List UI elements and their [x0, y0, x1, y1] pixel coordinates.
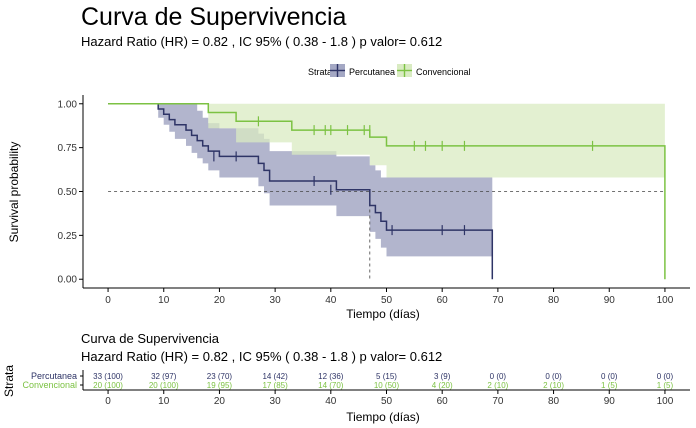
- risk-cell-percutanea: 0 (0): [490, 372, 507, 381]
- x-tick-label: 10: [158, 295, 170, 306]
- risk-table-y-label: Strata: [2, 365, 16, 397]
- risk-cell-convencional: 14 (70): [318, 381, 344, 390]
- risk-table-subtitle: Hazard Ratio (HR) = 0.82 , IC 95% ( 0.38…: [81, 349, 443, 364]
- y-tick-label: 0.00: [58, 275, 78, 286]
- y-tick-label: 0.75: [58, 143, 78, 154]
- risk-x-tick-label: 10: [158, 396, 170, 407]
- x-tick-label: 80: [548, 295, 560, 306]
- risk-table-title: Curva de Supervivencia: [81, 331, 220, 346]
- risk-x-tick-label: 30: [270, 396, 282, 407]
- survival-plot: 0.00 0.25 0.50 0.75 1.00 0 10 20 30 40 50 60 70 80 90 1…: [58, 95, 690, 306]
- risk-x-tick-label: 20: [214, 396, 226, 407]
- risk-cell-convencional: 17 (85): [262, 381, 288, 390]
- y-tick-label: 0.50: [58, 187, 78, 198]
- risk-cell-convencional: 20 (100): [93, 381, 123, 390]
- risk-cell-percutanea: 12 (36): [318, 372, 344, 381]
- risk-cell-convencional: 4 (20): [432, 381, 453, 390]
- legend-label-percutanea: Percutanea: [349, 67, 395, 77]
- risk-x-tick-label: 60: [437, 396, 449, 407]
- x-tick-label: 70: [492, 295, 504, 306]
- legend-label-convencional: Convencional: [416, 67, 471, 77]
- x-tick-label: 40: [325, 295, 337, 306]
- risk-cell-percutanea: 3 (9): [434, 372, 451, 381]
- x-tick-label: 100: [657, 295, 674, 306]
- risk-x-tick-label: 90: [604, 396, 616, 407]
- legend-title: Strata: [308, 67, 332, 77]
- x-tick-label: 20: [214, 295, 226, 306]
- risk-x-tick-label: 0: [105, 396, 111, 407]
- risk-table-x-label: Tiempo (días): [346, 410, 420, 424]
- survival-curve-percutanea: [108, 103, 494, 280]
- risk-cell-percutanea: 5 (15): [376, 372, 397, 381]
- confidence-band-percutanea: [108, 103, 493, 257]
- risk-x-tick-label: 70: [492, 396, 504, 407]
- risk-row-label-convencional: Convencional: [22, 380, 77, 390]
- chart-subtitle: Hazard Ratio (HR) = 0.82 , IC 95% ( 0.38…: [81, 34, 443, 49]
- risk-cell-percutanea: 33 (100): [93, 372, 123, 381]
- y-tick-label: 1.00: [58, 99, 78, 110]
- risk-cell-percutanea: 14 (42): [262, 372, 288, 381]
- risk-cell-percutanea: 0 (0): [601, 372, 618, 381]
- risk-cell-convencional: 1 (5): [657, 381, 674, 390]
- risk-cell-convencional: 2 (10): [543, 381, 564, 390]
- risk-cell-convencional: 19 (95): [207, 381, 233, 390]
- risk-x-tick-label: 100: [657, 396, 674, 407]
- risk-x-tick-label: 40: [325, 396, 337, 407]
- x-tick-label: 60: [437, 295, 449, 306]
- x-tick-label: 50: [381, 295, 393, 306]
- x-tick-label: 30: [270, 295, 282, 306]
- legend: Strata Percutanea Convencional: [308, 64, 471, 77]
- risk-cell-percutanea: 0 (0): [657, 372, 674, 381]
- risk-cell-percutanea: 32 (97): [151, 372, 177, 381]
- risk-x-tick-label: 50: [381, 396, 393, 407]
- y-tick-label: 0.25: [58, 231, 78, 242]
- x-tick-label: 0: [105, 295, 111, 306]
- x-tick-label: 90: [604, 295, 616, 306]
- survival-curve-convencional: [108, 103, 666, 280]
- risk-cell-convencional: 1 (5): [601, 381, 618, 390]
- risk-x-tick-label: 80: [548, 396, 560, 407]
- risk-cell-convencional: 20 (100): [149, 381, 179, 390]
- y-axis-label: Survival probability: [7, 142, 21, 243]
- risk-table: Percutanea 33 (100) 32 (97) 23 (70) 14 (42) 1…: [22, 370, 690, 407]
- risk-cell-percutanea: 23 (70): [207, 372, 233, 381]
- risk-row-label-percutanea: Percutanea: [31, 371, 77, 381]
- risk-cell-convencional: 10 (50): [374, 381, 400, 390]
- x-axis-label: Tiempo (días): [346, 307, 420, 321]
- risk-cell-convencional: 2 (10): [487, 381, 508, 390]
- risk-cell-percutanea: 0 (0): [545, 372, 562, 381]
- chart-title: Curva de Supervivencia: [81, 3, 347, 31]
